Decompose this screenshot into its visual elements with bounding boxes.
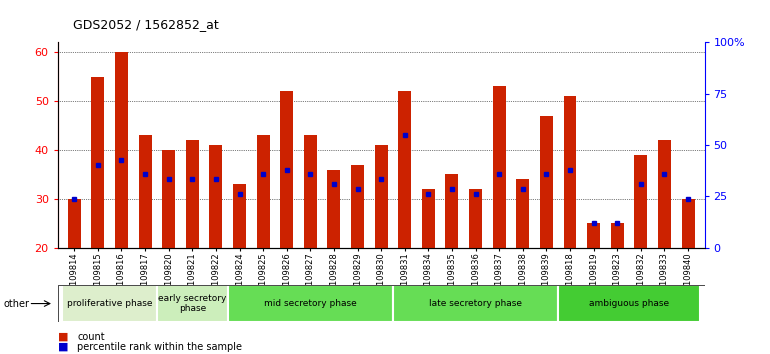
Bar bbox=[115, 52, 128, 248]
Text: proliferative phase: proliferative phase bbox=[67, 299, 152, 308]
Bar bbox=[92, 77, 105, 248]
Bar bbox=[256, 135, 270, 248]
Bar bbox=[517, 179, 529, 248]
Bar bbox=[393, 285, 558, 322]
Bar bbox=[446, 175, 458, 248]
Text: other: other bbox=[4, 298, 30, 309]
Bar bbox=[209, 145, 223, 248]
Bar bbox=[587, 223, 600, 248]
Text: ■: ■ bbox=[58, 342, 69, 352]
Text: ■: ■ bbox=[58, 332, 69, 342]
Bar bbox=[422, 189, 435, 248]
Bar bbox=[493, 86, 506, 248]
Bar bbox=[62, 285, 157, 322]
Bar bbox=[233, 184, 246, 248]
Text: count: count bbox=[77, 332, 105, 342]
Bar bbox=[681, 199, 695, 248]
Bar bbox=[634, 155, 648, 248]
Bar bbox=[398, 91, 411, 248]
Text: mid secretory phase: mid secretory phase bbox=[264, 299, 357, 308]
Bar bbox=[540, 116, 553, 248]
Bar bbox=[280, 91, 293, 248]
Bar bbox=[228, 285, 393, 322]
Text: early secretory
phase: early secretory phase bbox=[158, 294, 226, 313]
Bar bbox=[162, 150, 176, 248]
Bar bbox=[327, 170, 340, 248]
Bar bbox=[139, 135, 152, 248]
Bar bbox=[375, 145, 387, 248]
Bar bbox=[611, 223, 624, 248]
Bar bbox=[186, 140, 199, 248]
Bar bbox=[558, 285, 700, 322]
Bar bbox=[351, 165, 364, 248]
Bar bbox=[469, 189, 482, 248]
Text: GDS2052 / 1562852_at: GDS2052 / 1562852_at bbox=[73, 18, 219, 31]
Bar bbox=[658, 140, 671, 248]
Text: percentile rank within the sample: percentile rank within the sample bbox=[77, 342, 242, 352]
Text: ambiguous phase: ambiguous phase bbox=[589, 299, 669, 308]
Bar bbox=[157, 285, 228, 322]
Bar bbox=[304, 135, 316, 248]
Bar bbox=[68, 199, 81, 248]
Bar bbox=[564, 96, 577, 248]
Text: late secretory phase: late secretory phase bbox=[429, 299, 522, 308]
